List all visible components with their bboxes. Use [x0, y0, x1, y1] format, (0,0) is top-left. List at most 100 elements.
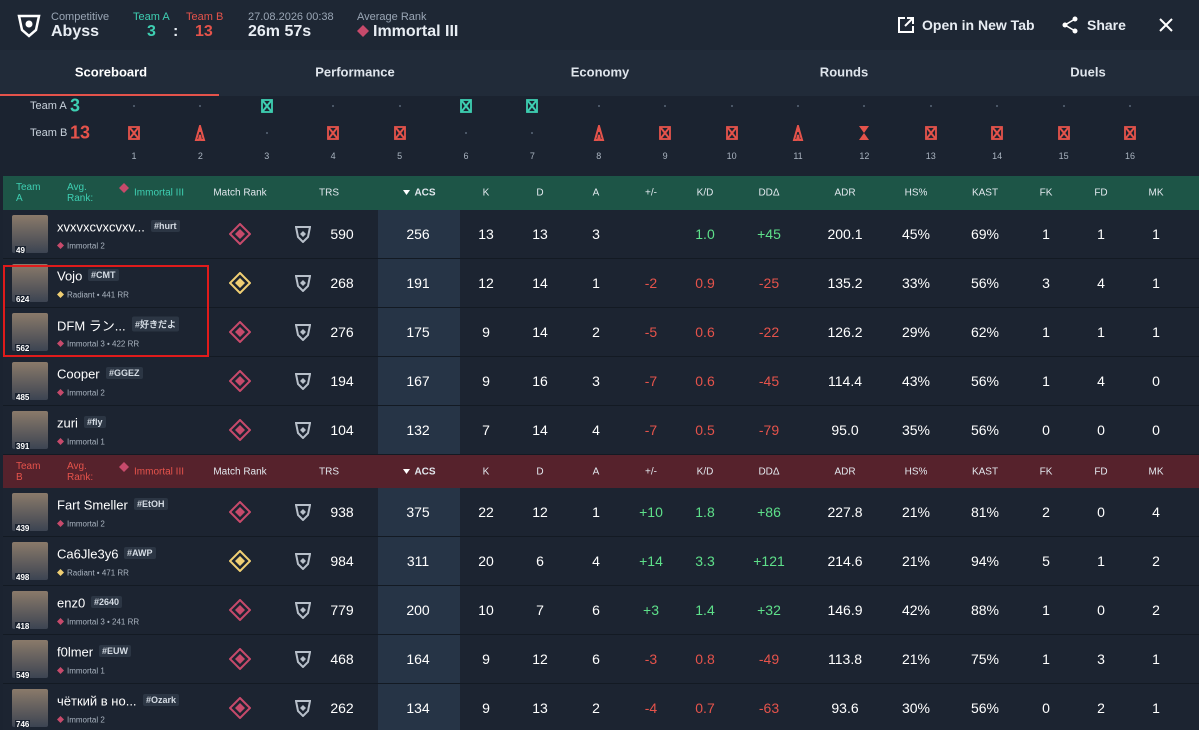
stat-cell: 1: [1042, 226, 1050, 242]
acs-column: [378, 210, 460, 258]
tab[interactable]: Economy: [570, 64, 630, 80]
stat-cell: 468: [330, 651, 354, 667]
round-dot: [863, 105, 866, 107]
open-button[interactable]: Open in New Tab: [922, 17, 1035, 33]
round-number: 12: [859, 151, 870, 161]
stat-cell: 13: [532, 700, 548, 716]
stat-cell: 13: [478, 226, 494, 242]
stat-cell: 20: [478, 553, 494, 569]
team-b-label: Team B: [186, 11, 224, 23]
stat-cell: 256: [406, 226, 430, 242]
rank-icon: [357, 25, 369, 37]
highlight-box: [3, 265, 209, 357]
sort-arrow: [403, 468, 410, 474]
player-rank: Radiant • 471 RR: [67, 568, 129, 578]
open-icon[interactable]: [897, 16, 915, 34]
rank-mini-icon: [57, 242, 64, 249]
share-button[interactable]: Share: [1087, 17, 1126, 33]
player-row: [3, 406, 1199, 455]
stat-cell: -22: [758, 324, 780, 340]
rank-mini-icon: [57, 291, 64, 298]
round-number: 11: [793, 151, 803, 161]
mode: Competitive: [51, 11, 110, 23]
tab-bar: [0, 50, 1199, 96]
team-b-score: 13: [195, 23, 213, 40]
column-header: A: [592, 187, 600, 199]
stat-cell: 375: [406, 504, 430, 520]
tab[interactable]: Scoreboard: [74, 64, 148, 80]
acs-column: [378, 635, 460, 683]
player-row: [3, 308, 1199, 357]
stat-cell: 16: [532, 373, 548, 389]
stat-cell: 1: [1042, 373, 1050, 389]
trs-icon: [295, 226, 311, 243]
rank-mini-icon: [57, 438, 64, 445]
round-team-label: Team B: [30, 127, 68, 139]
column-header: Match Rank: [213, 187, 267, 199]
stat-cell: +32: [757, 602, 781, 618]
tab[interactable]: Duels: [1070, 64, 1106, 80]
round-dot: [133, 105, 135, 107]
stat-cell: 0.6: [695, 324, 715, 340]
trs-icon: [295, 651, 311, 668]
stat-cell: 938: [330, 504, 354, 520]
trs-icon: [295, 422, 311, 439]
round-number: 4: [330, 151, 336, 161]
round-dot: [531, 132, 534, 134]
player-row: [3, 259, 1199, 308]
player-name: enz0: [57, 595, 86, 611]
stat-cell: 56%: [970, 373, 1000, 389]
stat-cell: 9: [482, 651, 490, 667]
round-dot: [1129, 105, 1131, 107]
stat-cell: 135.2: [827, 275, 863, 291]
tab[interactable]: Rounds: [819, 64, 869, 80]
trs-icon: [295, 324, 311, 341]
stat-cell: 12: [478, 275, 494, 291]
column-header: HS%: [904, 466, 928, 477]
avg-rank: Immortal III: [373, 23, 459, 40]
round-dot: [664, 105, 667, 107]
stat-cell: -5: [644, 324, 658, 340]
stat-cell: 146.9: [827, 602, 863, 618]
round-icon: [526, 99, 539, 113]
tab[interactable]: Performance: [315, 64, 395, 80]
stat-cell: 62%: [970, 324, 1000, 340]
column-header: FK: [1039, 466, 1053, 477]
player-name: чёткий в но...: [57, 693, 137, 709]
sort-arrow: [403, 190, 410, 195]
stat-cell: 29%: [901, 324, 931, 340]
stat-cell: 1: [1152, 226, 1160, 242]
acs-column: [378, 308, 460, 356]
player-tag: #hurt: [151, 220, 180, 232]
column-header: TRS: [319, 187, 339, 199]
rank-mini-icon: [57, 618, 64, 625]
match-rank-icon: [229, 550, 251, 572]
column-header: K/D: [696, 187, 714, 199]
player-name: Cooper: [57, 366, 100, 382]
datetime: 27.08.2026 00:38: [248, 11, 334, 23]
player-rank: Immortal 3 • 422 RR: [67, 339, 140, 349]
rank-mini-icon: [57, 569, 64, 576]
stat-cell: 9: [482, 324, 490, 340]
stat-cell: 1: [1152, 275, 1160, 291]
stat-cell: 2: [592, 700, 600, 716]
column-header: KAST: [971, 466, 999, 477]
team-name: Team B: [16, 460, 41, 483]
stat-cell: 4: [592, 553, 600, 569]
round-dot: [730, 105, 733, 107]
stat-cell: +45: [757, 226, 781, 242]
team-a-label: Team A: [133, 11, 170, 23]
stat-cell: -2: [644, 275, 658, 291]
stat-cell: 0.6: [695, 373, 715, 389]
player-row: [3, 357, 1199, 406]
stat-cell: 1: [1042, 602, 1050, 618]
stat-cell: 164: [406, 651, 430, 667]
player-row: [3, 635, 1199, 684]
player-level: 485: [15, 393, 31, 402]
tab-underline: [0, 94, 219, 96]
player-name: f0lmer: [57, 644, 94, 660]
acs-column: [378, 537, 460, 585]
close-button[interactable]: [1159, 18, 1173, 32]
share-icon[interactable]: [1061, 16, 1079, 34]
stat-cell: 3: [1097, 651, 1105, 667]
